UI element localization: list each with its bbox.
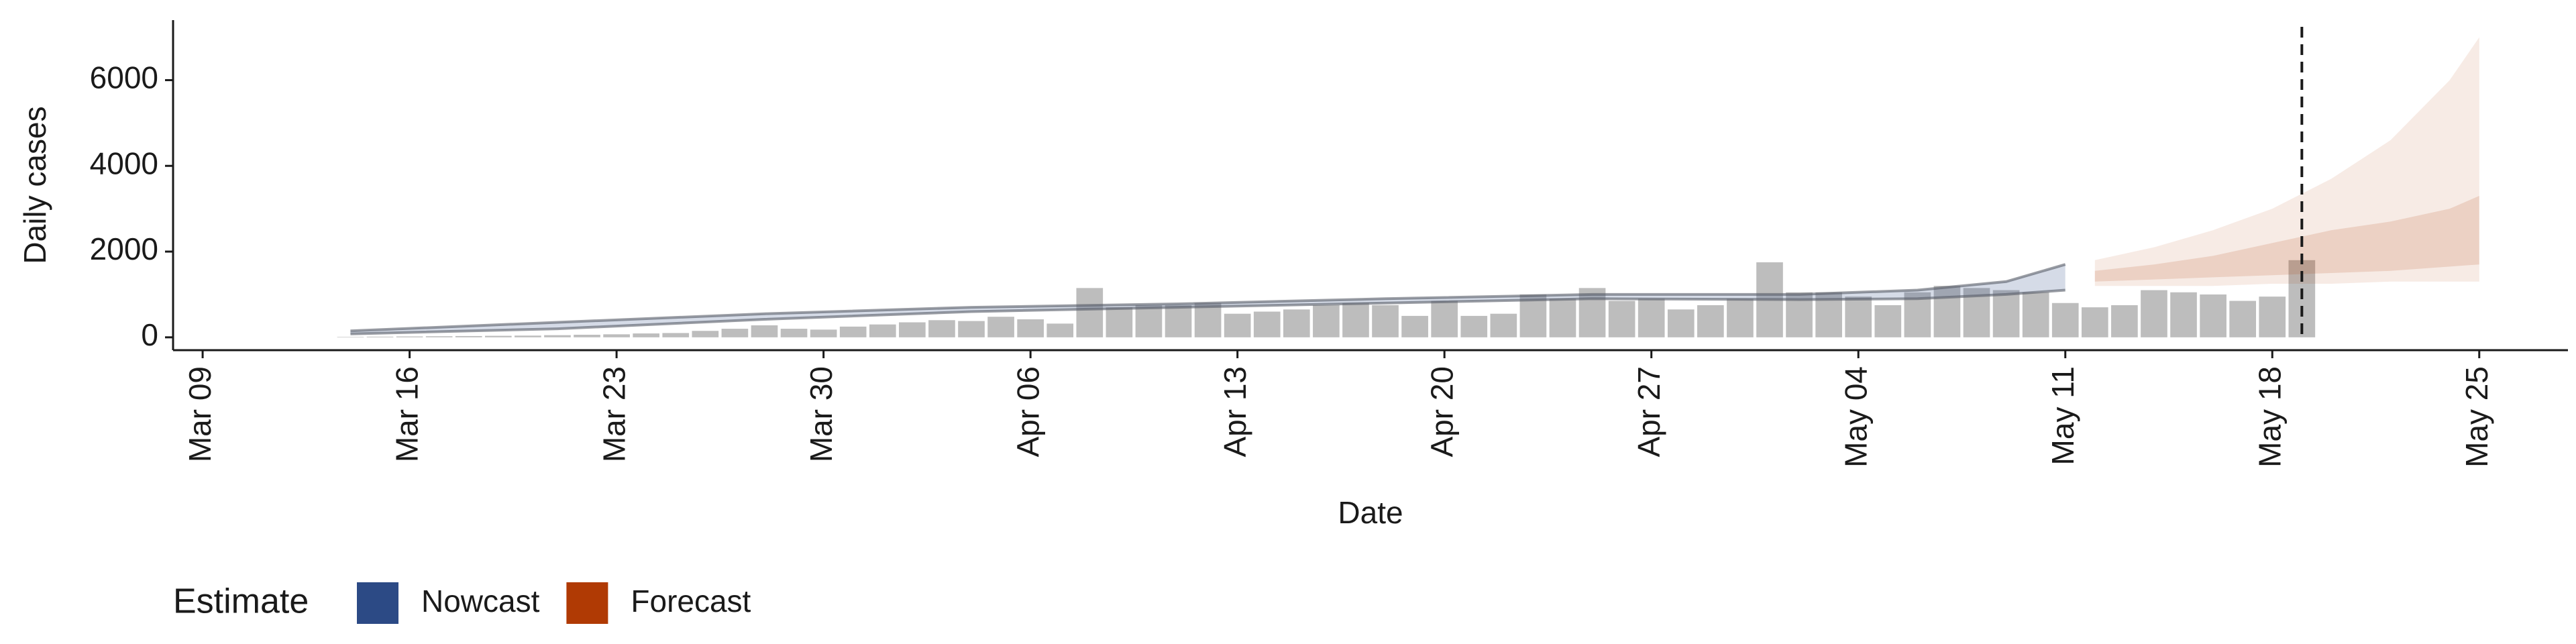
bar	[1667, 309, 1695, 337]
x-tick-label: Mar 23	[596, 366, 631, 462]
bar	[1076, 288, 1104, 337]
legend-swatch	[357, 582, 398, 624]
bar	[1283, 309, 1310, 337]
bar	[633, 333, 660, 337]
x-tick-label: Apr 20	[1424, 366, 1459, 458]
legend-swatch	[566, 582, 608, 624]
x-tick-label: Mar 30	[804, 366, 839, 462]
legend-label: Nowcast	[421, 584, 540, 619]
x-axis-label: Date	[1338, 495, 1403, 530]
bar	[574, 334, 600, 337]
bar	[2022, 292, 2049, 337]
band-edge	[350, 263, 2066, 333]
bar	[987, 317, 1014, 337]
bar	[1490, 313, 1517, 337]
bar	[1401, 315, 1428, 337]
bar	[1313, 305, 1340, 337]
bar	[603, 334, 630, 337]
bar	[692, 331, 719, 337]
x-tick-label: Apr 13	[1218, 366, 1252, 458]
legend-title: Estimate	[173, 582, 309, 621]
bar	[515, 335, 541, 337]
bar	[2200, 294, 2226, 337]
forecast-band-50	[2094, 196, 2479, 282]
x-tick-label: Mar 09	[182, 366, 217, 462]
bar	[1106, 307, 1133, 337]
nowcast-band	[350, 264, 2065, 334]
forecast-band-90	[2094, 37, 2479, 286]
y-tick-label: 4000	[90, 146, 158, 180]
x-tick-label: May 04	[1838, 366, 1873, 468]
x-tick-label: May 18	[2252, 366, 2287, 468]
bar	[1046, 323, 1074, 337]
bar	[1578, 288, 1606, 337]
bar	[1727, 299, 1754, 337]
bar	[1017, 319, 1044, 337]
bar	[2051, 303, 2079, 337]
bar	[2229, 301, 2257, 337]
y-tick-label: 6000	[90, 60, 158, 95]
bar	[721, 329, 749, 337]
bar	[1342, 303, 1369, 337]
bar	[958, 321, 985, 337]
x-tick-label: Apr 27	[1631, 366, 1666, 458]
y-tick-label: 0	[141, 317, 158, 352]
bar	[662, 333, 690, 337]
bar	[1431, 301, 1458, 337]
bar	[2259, 297, 2286, 337]
bar	[810, 329, 837, 337]
x-tick-label: Mar 16	[390, 366, 425, 462]
bar	[484, 335, 512, 337]
band-edge	[350, 288, 2065, 335]
bar	[2141, 290, 2167, 337]
bar	[2081, 307, 2108, 337]
bar	[425, 336, 453, 337]
bar	[2170, 292, 2197, 337]
bar	[1874, 305, 1902, 337]
bar	[751, 325, 778, 337]
y-axis-label: Daily cases	[17, 106, 52, 264]
bar	[1933, 286, 1961, 337]
bar	[1608, 301, 1635, 337]
x-tick-label: May 25	[2459, 366, 2494, 468]
bar	[899, 322, 926, 337]
bar	[1253, 311, 1281, 337]
bar	[544, 335, 571, 337]
legend-label: Forecast	[631, 584, 751, 619]
bar	[1845, 297, 1872, 337]
bar	[1992, 290, 2020, 337]
bar	[1165, 305, 1192, 337]
bar	[839, 326, 867, 337]
bar	[1549, 299, 1576, 337]
bar	[1697, 305, 1724, 337]
bar	[1519, 294, 1547, 337]
bar	[780, 329, 808, 337]
bar	[869, 324, 896, 337]
bar	[1224, 313, 1251, 337]
bar	[1135, 305, 1163, 337]
bar	[1638, 299, 1665, 337]
bar	[1194, 303, 1222, 337]
bar	[1372, 305, 1399, 337]
y-tick-label: 2000	[90, 231, 158, 266]
x-tick-label: May 11	[2045, 366, 2080, 465]
bar	[928, 320, 955, 337]
bar	[2111, 305, 2138, 337]
bar	[455, 335, 482, 337]
x-tick-label: Apr 06	[1010, 366, 1045, 458]
bar	[1460, 315, 1488, 337]
